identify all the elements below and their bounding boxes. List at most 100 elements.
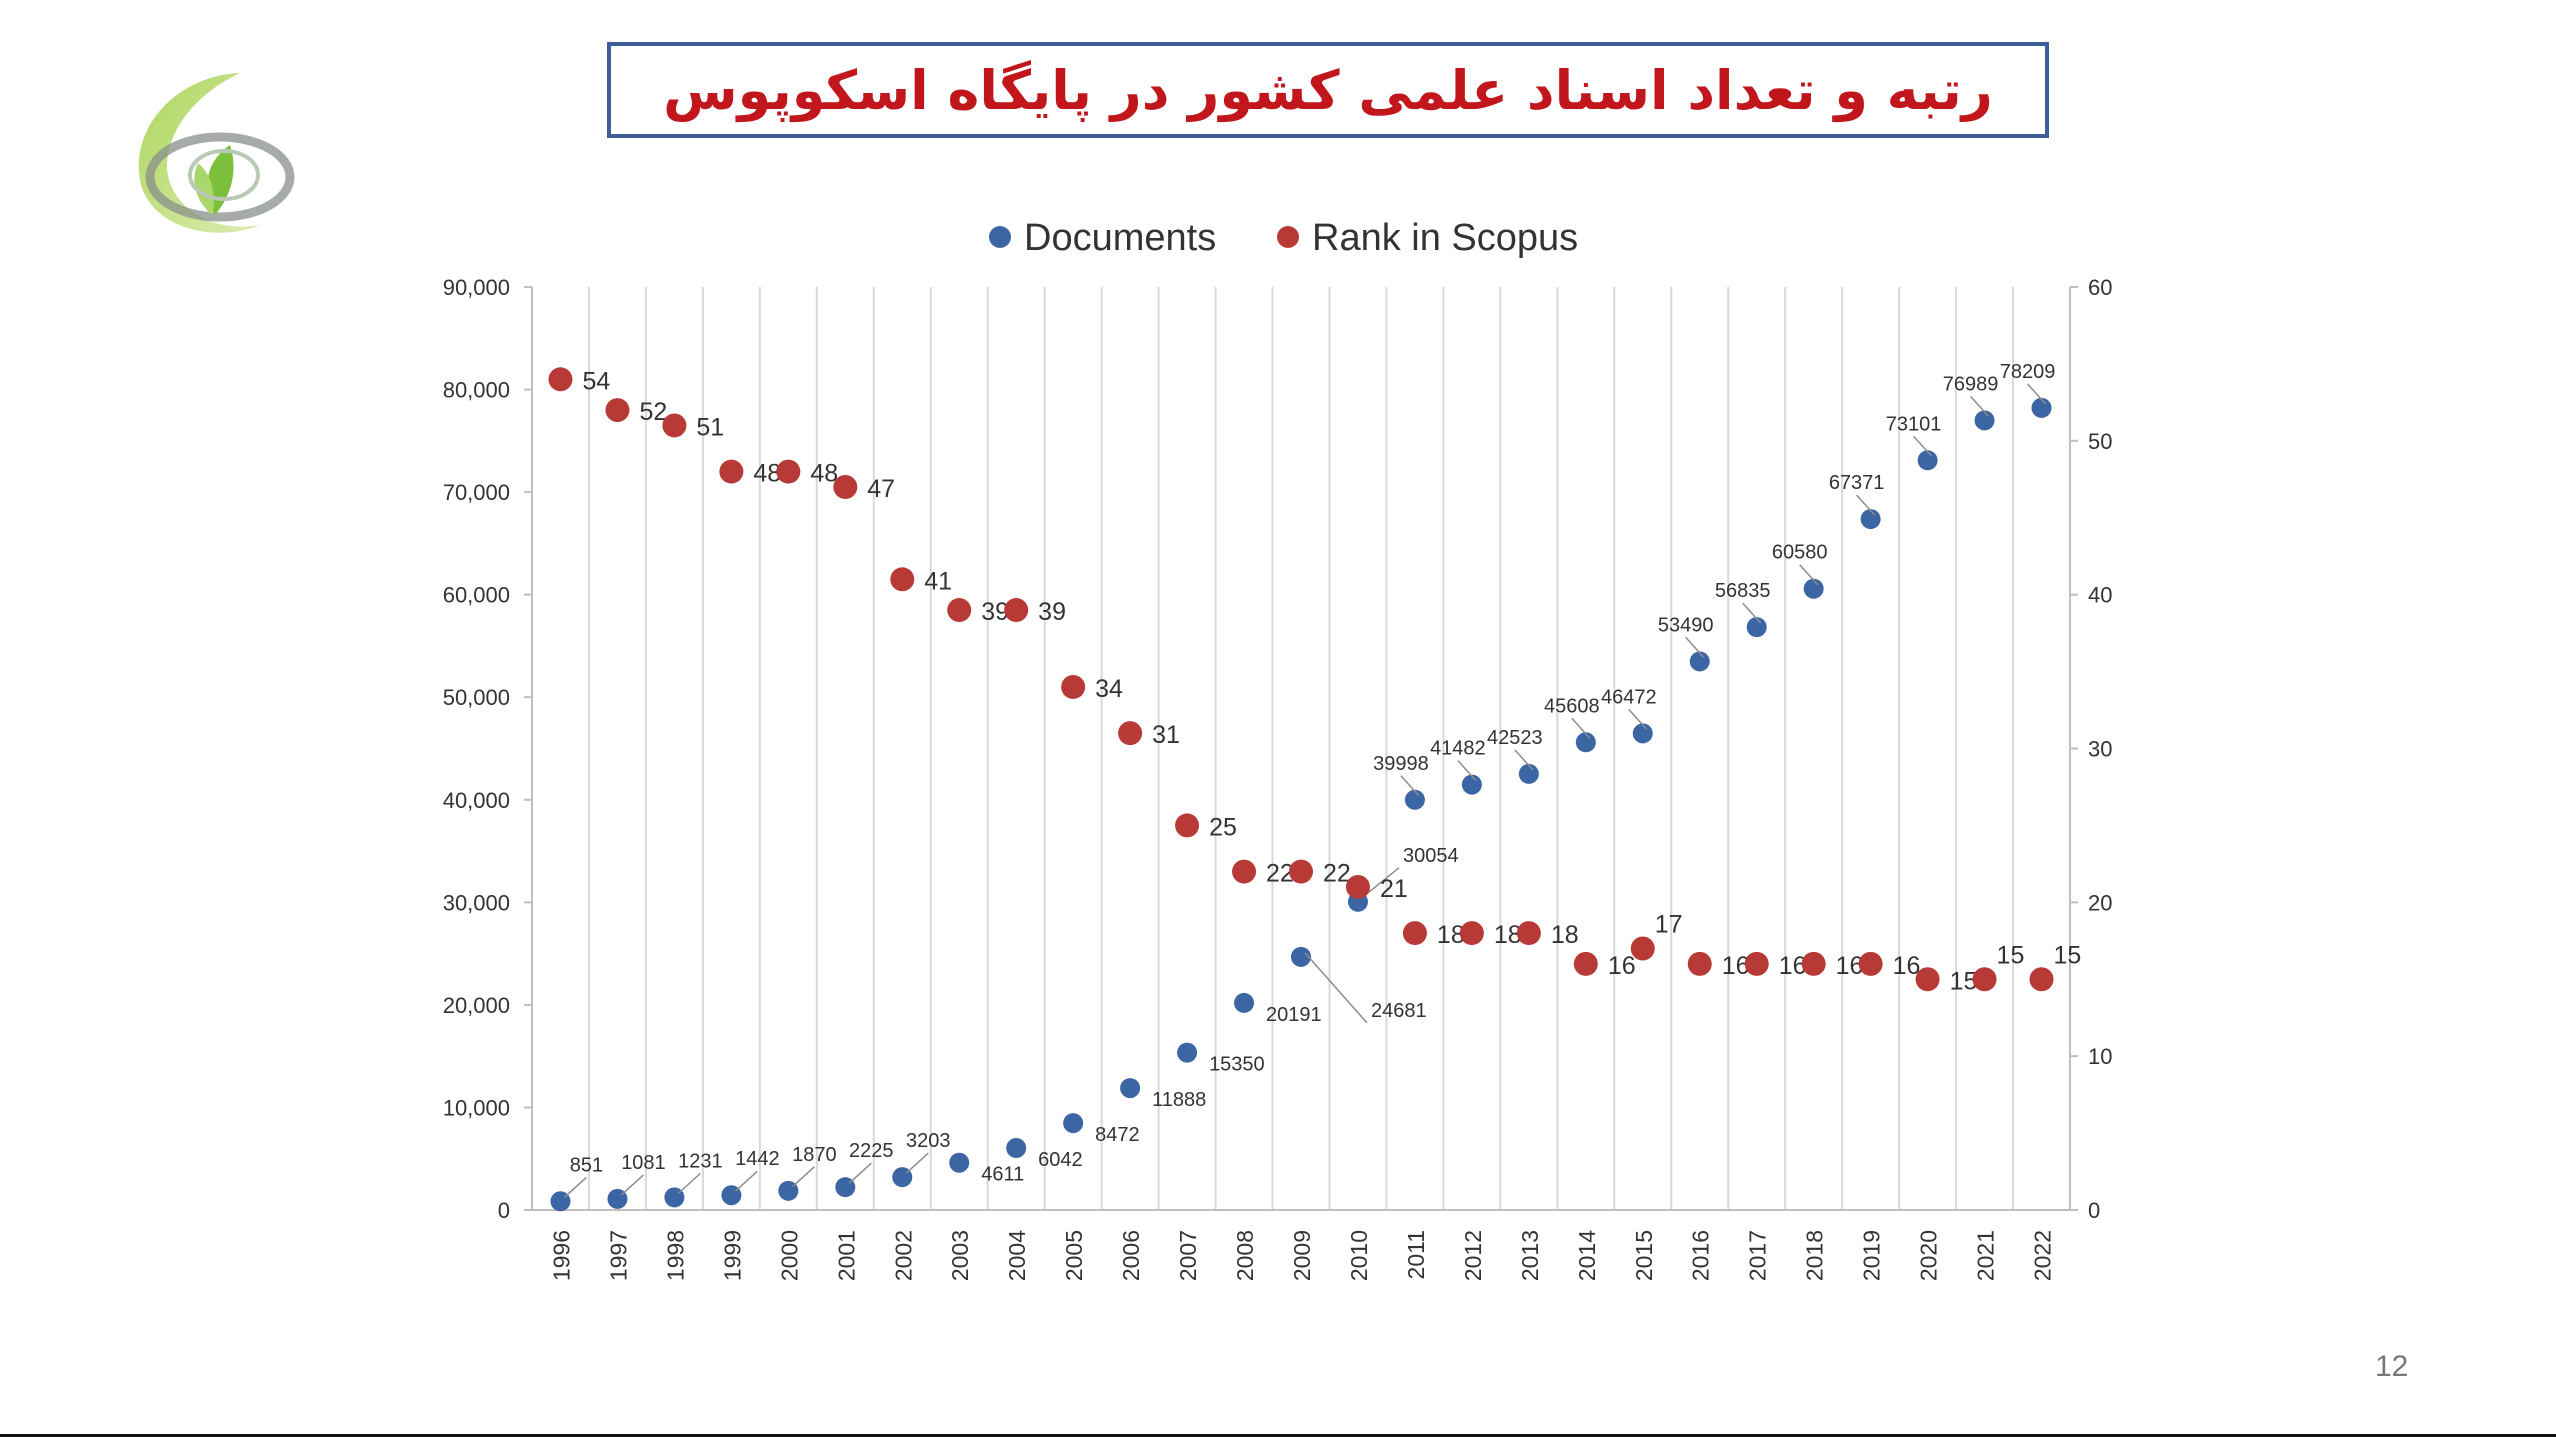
documents-leader-line — [2026, 383, 2047, 405]
rank-data-label: 16 — [1893, 952, 1921, 980]
chart-marks: 851 1081 1231 1442 1870 2225 32034611604284721… — [548, 361, 2081, 1212]
y-right-tick-label: 10 — [2088, 1044, 2112, 1069]
y-right-tick-label: 30 — [2088, 737, 2112, 762]
rank-data-label: 39 — [1038, 598, 1066, 626]
x-tick-label: 2001 — [833, 1230, 859, 1281]
y-right-tick-label: 40 — [2088, 583, 2112, 608]
x-tick-label: 2006 — [1118, 1230, 1144, 1281]
documents-leader-line — [1514, 749, 1534, 771]
documents-point — [1006, 1138, 1027, 1159]
documents-point — [2031, 397, 2052, 418]
y-left-tick-label: 40,000 — [443, 788, 510, 813]
y-left-tick-label: 30,000 — [443, 890, 510, 915]
rank-point — [1232, 859, 1257, 884]
x-tick-label: 2012 — [1460, 1230, 1486, 1281]
rank-point — [662, 413, 687, 438]
documents-point — [1120, 1078, 1141, 1099]
rank-point — [776, 459, 801, 484]
rank-point — [1972, 967, 1997, 992]
y-left-tick-label: 10,000 — [443, 1095, 510, 1120]
y-left-tick-label: 20,000 — [443, 993, 510, 1018]
rank-point — [1345, 874, 1370, 899]
rank-point — [1289, 859, 1313, 884]
documents-data-label: 15350 — [1209, 1054, 1265, 1076]
rank-point — [1801, 951, 1826, 976]
rank-data-label: 47 — [867, 475, 895, 503]
documents-point — [1404, 789, 1425, 810]
documents-leader-line — [1913, 435, 1933, 457]
documents-data-label: 20191 — [1266, 1004, 1322, 1026]
rank-data-label: 48 — [810, 460, 838, 488]
title-box: رتبه و تعداد اسناد علمی کشور در پایگاه ا… — [607, 42, 2049, 138]
documents-data-label: 6042 — [1038, 1149, 1083, 1171]
documents-data-label: 4611 — [981, 1164, 1024, 1186]
rank-data-label: 21 — [1380, 875, 1408, 903]
documents-data-label: 73101 — [1886, 413, 1942, 435]
bottom-bar — [0, 1434, 2556, 1437]
documents-leader-line — [1856, 494, 1876, 516]
x-tick-label: 2009 — [1289, 1230, 1315, 1281]
documents-data-label: 42523 — [1487, 727, 1543, 749]
axes: 0 10,000 20,000 30,000 40,000 50,000 60,000 70,… — [443, 275, 2113, 1281]
documents-point — [1860, 509, 1881, 530]
x-tick-label: 2021 — [1973, 1230, 1999, 1281]
documents-data-label: 1081 — [621, 1152, 666, 1174]
grid — [531, 287, 2071, 1210]
documents-data-label: 1870 — [792, 1144, 837, 1166]
x-tick-label: 1999 — [719, 1230, 745, 1281]
rank-data-label: 17 — [1655, 910, 1683, 938]
documents-point — [1291, 946, 1311, 967]
rank-point — [2029, 967, 2054, 992]
y-left-tick-label: 80,000 — [443, 378, 510, 403]
page-number: 12 — [2375, 1350, 2409, 1383]
documents-data-label: 24681 — [1371, 1000, 1427, 1022]
rank-point — [1744, 951, 1769, 976]
x-tick-label: 2008 — [1232, 1230, 1258, 1281]
y-left-tick-label: 90,000 — [443, 275, 510, 300]
rank-point — [719, 459, 744, 484]
x-tick-label: 2002 — [890, 1230, 916, 1281]
documents-data-label: 45608 — [1544, 695, 1600, 717]
rank-data-label: 16 — [1608, 952, 1636, 980]
y-right-tick-label: 0 — [2088, 1198, 2100, 1223]
documents-leader-line — [1969, 395, 1990, 417]
rank-data-label: 25 — [1209, 813, 1237, 841]
legend-marker-documents — [989, 226, 1011, 248]
documents-leader-line — [1742, 602, 1762, 624]
documents-data-label: 1231 — [678, 1150, 723, 1172]
documents-point — [1177, 1042, 1198, 1063]
documents-data-label: 3203 — [906, 1130, 951, 1152]
documents-data-label: 76989 — [1943, 373, 1999, 395]
documents-data-label: 39998 — [1373, 753, 1429, 775]
documents-point — [1746, 617, 1767, 638]
rank-point — [1858, 951, 1883, 976]
x-tick-label: 2014 — [1574, 1230, 1600, 1281]
documents-data-label: 2225 — [849, 1140, 894, 1162]
rank-point — [1459, 921, 1484, 946]
rank-point — [1118, 721, 1143, 746]
legend-label-documents: Documents — [1024, 217, 1216, 259]
y-left-tick-label: 50,000 — [443, 685, 510, 710]
documents-data-label: 67371 — [1829, 472, 1885, 494]
x-tick-label: 2013 — [1517, 1230, 1543, 1281]
legend-label-rank: Rank in Scopus — [1312, 217, 1578, 259]
rank-point — [1004, 598, 1029, 623]
logo — [120, 65, 305, 250]
documents-leader-line — [563, 1176, 587, 1198]
x-tick-label: 2010 — [1346, 1230, 1372, 1281]
documents-data-label: 8472 — [1095, 1124, 1140, 1146]
y-right-tick-label: 60 — [2088, 275, 2112, 300]
documents-leader-line — [734, 1170, 758, 1192]
documents-leader-line — [1571, 717, 1591, 739]
y-left-tick-label: 60,000 — [443, 583, 510, 608]
documents-data-label: 851 — [570, 1154, 603, 1176]
documents-point — [1461, 774, 1482, 795]
leaf-logo-icon — [138, 73, 295, 233]
rank-point — [833, 474, 858, 499]
documents-point — [1917, 450, 1938, 471]
rank-data-label: 34 — [1095, 675, 1123, 703]
documents-leader-line — [791, 1166, 815, 1188]
y-right-tick-label: 20 — [2088, 890, 2112, 915]
documents-point — [1974, 410, 1995, 431]
documents-point — [1632, 723, 1653, 744]
